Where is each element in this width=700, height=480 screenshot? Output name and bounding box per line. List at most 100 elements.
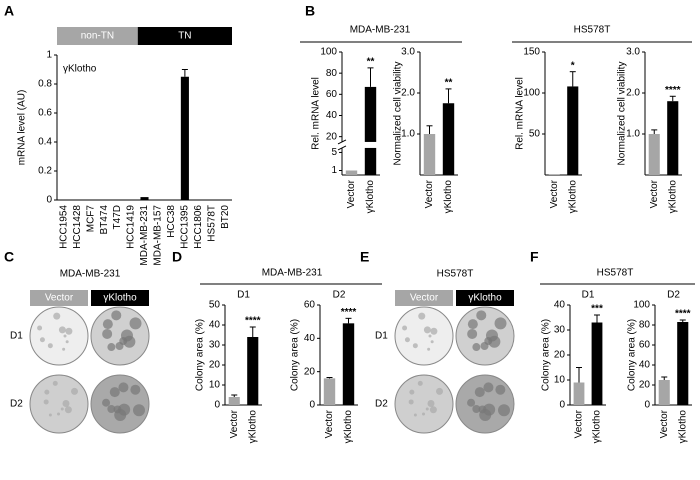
- x-tick-label: HS578T: [206, 205, 217, 242]
- y-axis-label: Colony area (%): [195, 319, 206, 391]
- panel-label: B: [305, 3, 315, 19]
- panel-label: C: [4, 249, 14, 265]
- colony: [474, 387, 485, 398]
- colony: [102, 319, 113, 330]
- y-tick-label: 1: [46, 50, 52, 61]
- colony: [107, 405, 116, 414]
- x-tick-label: Vector: [549, 179, 560, 208]
- x-tick-label: HCC1428: [72, 205, 83, 249]
- section-header: HS578T: [574, 25, 611, 36]
- bar: [364, 86, 377, 142]
- row-label: D1: [375, 331, 388, 342]
- plate: [29, 374, 89, 434]
- x-tick-label: γKlotho: [343, 410, 354, 444]
- y-tick-label: 40: [326, 110, 338, 121]
- panel-label: F: [530, 249, 539, 265]
- significance: ****: [341, 307, 357, 318]
- colony: [107, 343, 116, 352]
- bar: [658, 380, 670, 405]
- colony: [39, 337, 45, 343]
- y-tick-label: 100: [523, 88, 540, 99]
- colony: [109, 387, 120, 398]
- colony: [102, 398, 111, 407]
- y-tick-label: 20: [326, 131, 338, 142]
- y-tick-label: 80: [639, 320, 651, 331]
- bar: [573, 382, 585, 405]
- y-tick-label: 50: [209, 300, 221, 311]
- y-tick-label: 5: [331, 147, 337, 158]
- colony: [408, 399, 414, 405]
- colony: [62, 347, 66, 351]
- bar: [442, 103, 455, 175]
- y-tick-label: 40: [554, 300, 566, 311]
- group-label: non-TN: [81, 31, 114, 42]
- chart-title: D1: [582, 290, 595, 301]
- significance: ****: [245, 316, 261, 327]
- colony: [129, 317, 142, 330]
- colony: [130, 384, 141, 395]
- y-tick-label: 1.0: [401, 129, 415, 140]
- y-tick-label: 150: [523, 47, 540, 58]
- colony: [43, 399, 49, 405]
- y-tick-label: 20: [304, 366, 316, 377]
- y-axis-label: Rel. mRNA level: [515, 77, 526, 150]
- colony: [498, 404, 511, 417]
- plate-label: Vector: [45, 293, 74, 304]
- colony: [418, 312, 426, 320]
- x-tick-label: MDA-MB-157: [153, 205, 164, 266]
- colony: [494, 317, 507, 330]
- significance: ****: [675, 309, 691, 320]
- panel-label: A: [4, 3, 14, 19]
- bar: [323, 378, 336, 405]
- colony: [52, 380, 58, 386]
- section-header: HS578T: [597, 268, 634, 279]
- y-tick-label: 50: [529, 129, 541, 140]
- y-tick-label: 100: [633, 300, 650, 311]
- panel-label: E: [360, 249, 369, 265]
- y-axis-label: Colony area (%): [627, 319, 638, 391]
- plate-label: Vector: [410, 293, 439, 304]
- colony: [402, 325, 408, 331]
- row-label: D1: [10, 331, 23, 342]
- y-tick-label: 0: [309, 400, 315, 411]
- group-bar: [57, 27, 138, 45]
- colony: [413, 413, 417, 417]
- colony: [480, 341, 489, 350]
- y-tick-label: 0.8: [38, 79, 52, 90]
- x-tick-label: γKlotho: [365, 180, 376, 214]
- plate-label: γKlotho: [468, 293, 502, 304]
- x-tick-label: BT20: [220, 205, 231, 229]
- colony: [427, 347, 431, 351]
- bar: [648, 134, 660, 175]
- colony: [133, 404, 146, 417]
- colony: [483, 382, 494, 393]
- colony: [430, 327, 438, 335]
- bar: [591, 322, 603, 405]
- panel-label: D: [172, 249, 182, 265]
- y-tick-label: 10: [209, 380, 221, 391]
- x-tick-label: T47D: [112, 205, 123, 229]
- x-tick-label: γKlotho: [567, 180, 578, 214]
- colony: [412, 343, 418, 349]
- colony: [63, 334, 67, 338]
- y-tick-label: 0: [644, 400, 650, 411]
- y-tick-label: 1.0: [626, 129, 640, 140]
- colony: [48, 413, 52, 417]
- colony: [479, 408, 492, 421]
- chart-title: D2: [667, 290, 680, 301]
- y-tick-label: 30: [209, 340, 221, 351]
- colony: [118, 382, 129, 393]
- y-tick-label: 0.4: [38, 137, 52, 148]
- y-tick-label: 30: [554, 325, 566, 336]
- colony: [436, 387, 444, 395]
- row-label: D2: [10, 399, 23, 410]
- colony: [114, 408, 127, 421]
- axis-break: [337, 139, 347, 145]
- colony: [476, 310, 487, 321]
- colony: [71, 387, 79, 395]
- y-tick-label: 60: [326, 89, 338, 100]
- y-tick-label: 20: [639, 380, 651, 391]
- x-tick-label: γKlotho: [667, 180, 678, 214]
- bar: [345, 170, 358, 175]
- colony: [64, 406, 72, 414]
